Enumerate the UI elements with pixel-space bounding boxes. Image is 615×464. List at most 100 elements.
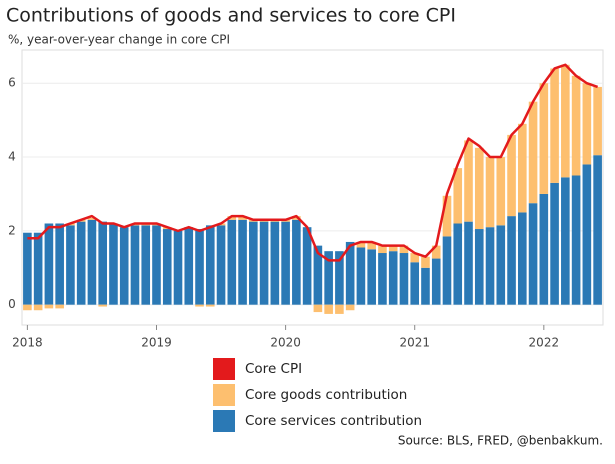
bar-segment <box>421 267 430 305</box>
bar-segment <box>464 221 473 305</box>
bar-segment <box>442 236 452 305</box>
chart-subtitle: %, year-over-year change in core CPI <box>8 33 230 47</box>
bar-segment <box>496 225 506 305</box>
bar-segment <box>550 182 559 305</box>
legend-swatch <box>213 410 235 432</box>
bar-segment <box>270 221 280 305</box>
bar-segment <box>33 304 43 311</box>
bar-segment <box>474 147 484 230</box>
bar-segment <box>173 230 183 305</box>
bar-segment <box>388 245 398 252</box>
bar-segment <box>496 157 506 226</box>
bar-segment <box>227 216 237 220</box>
bar-segment <box>324 251 333 305</box>
bar-segment <box>528 203 538 305</box>
bar-segment <box>464 140 473 222</box>
bar-segment <box>313 304 323 313</box>
bar-segment <box>561 177 570 305</box>
bar-segment <box>518 123 527 213</box>
bar-segment <box>162 229 172 305</box>
bar-segment <box>281 221 290 305</box>
y-tick-label: 6 <box>8 76 16 90</box>
bar-segment <box>66 225 75 305</box>
bar-segment <box>539 193 549 305</box>
bar-segment <box>571 175 581 305</box>
bar-segment <box>205 304 215 307</box>
legend-swatch <box>213 384 235 406</box>
bar-segment <box>98 304 107 307</box>
bar-segment <box>561 64 570 178</box>
bar-segment <box>152 225 161 305</box>
bar-segment <box>474 229 484 305</box>
bar-segment <box>119 227 129 305</box>
bar-segment <box>410 262 420 305</box>
bar-segment <box>109 223 118 305</box>
source-note: Source: BLS, FRED, @benbakkum. <box>398 434 603 448</box>
bar-segment <box>367 249 376 305</box>
bar-segment <box>550 68 559 183</box>
bar-segment <box>33 232 43 305</box>
bar-segment <box>485 157 495 228</box>
bar-segment <box>593 86 602 156</box>
bar-segment <box>302 227 312 305</box>
bar-segment <box>345 241 355 305</box>
x-tick-label: 2021 <box>399 336 430 350</box>
bar-segment <box>87 217 97 220</box>
bar-segment <box>582 83 592 165</box>
bar-segment <box>582 164 592 305</box>
bar-segment <box>238 216 247 220</box>
bar-segment <box>195 229 204 305</box>
bar-segment <box>130 225 140 305</box>
bar-segment <box>593 155 602 305</box>
bar-segment <box>195 304 204 307</box>
bar-segment <box>485 227 495 305</box>
bar-segment <box>335 304 344 314</box>
bar-segment <box>507 134 516 217</box>
y-tick-label: 2 <box>8 223 16 237</box>
bar-segment <box>141 225 151 305</box>
bar-segment <box>421 256 430 268</box>
bar-segment <box>571 75 581 176</box>
y-tick-label: 0 <box>8 297 16 311</box>
bar-segment <box>249 221 258 305</box>
bar-segment <box>216 225 226 305</box>
bar-segment <box>507 216 516 305</box>
legend-label: Core CPI <box>245 361 302 377</box>
bar-segment <box>453 223 463 305</box>
bar-segment <box>238 219 247 305</box>
bar-segment <box>292 219 301 305</box>
bar-segment <box>367 241 376 250</box>
bar-segment <box>313 245 323 305</box>
y-tick-label: 4 <box>8 150 16 164</box>
bar-segment <box>378 245 387 254</box>
bar-segment <box>324 304 333 314</box>
line <box>27 63 599 262</box>
chart-title: Contributions of goods and services to c… <box>6 5 456 27</box>
bar-segment <box>378 253 387 305</box>
bar-segment <box>345 304 355 311</box>
bar-segment <box>431 245 441 259</box>
bar-segment <box>399 253 409 305</box>
bar-segment <box>259 221 269 305</box>
bar-segment <box>44 304 54 309</box>
x-tick-label: 2020 <box>270 336 301 350</box>
bar-segment <box>98 221 107 305</box>
bar-segment <box>518 212 527 305</box>
bar-segment <box>44 223 54 305</box>
bar-segment <box>227 219 237 305</box>
bar-segment <box>76 221 86 305</box>
x-tick-label: 2022 <box>529 336 560 350</box>
bar-segment <box>356 247 366 305</box>
legend-swatch <box>213 358 235 380</box>
bar-segment <box>23 304 32 311</box>
legend-label: Core goods contribution <box>245 387 407 403</box>
bar-segment <box>55 223 64 305</box>
bar-segment <box>23 232 32 305</box>
bar-segment <box>205 225 215 305</box>
plot-area <box>21 49 604 326</box>
legend-label: Core services contribution <box>245 413 422 429</box>
bar-segment <box>335 251 344 305</box>
bar-segment <box>528 101 538 204</box>
x-tick-label: 2018 <box>12 336 43 350</box>
